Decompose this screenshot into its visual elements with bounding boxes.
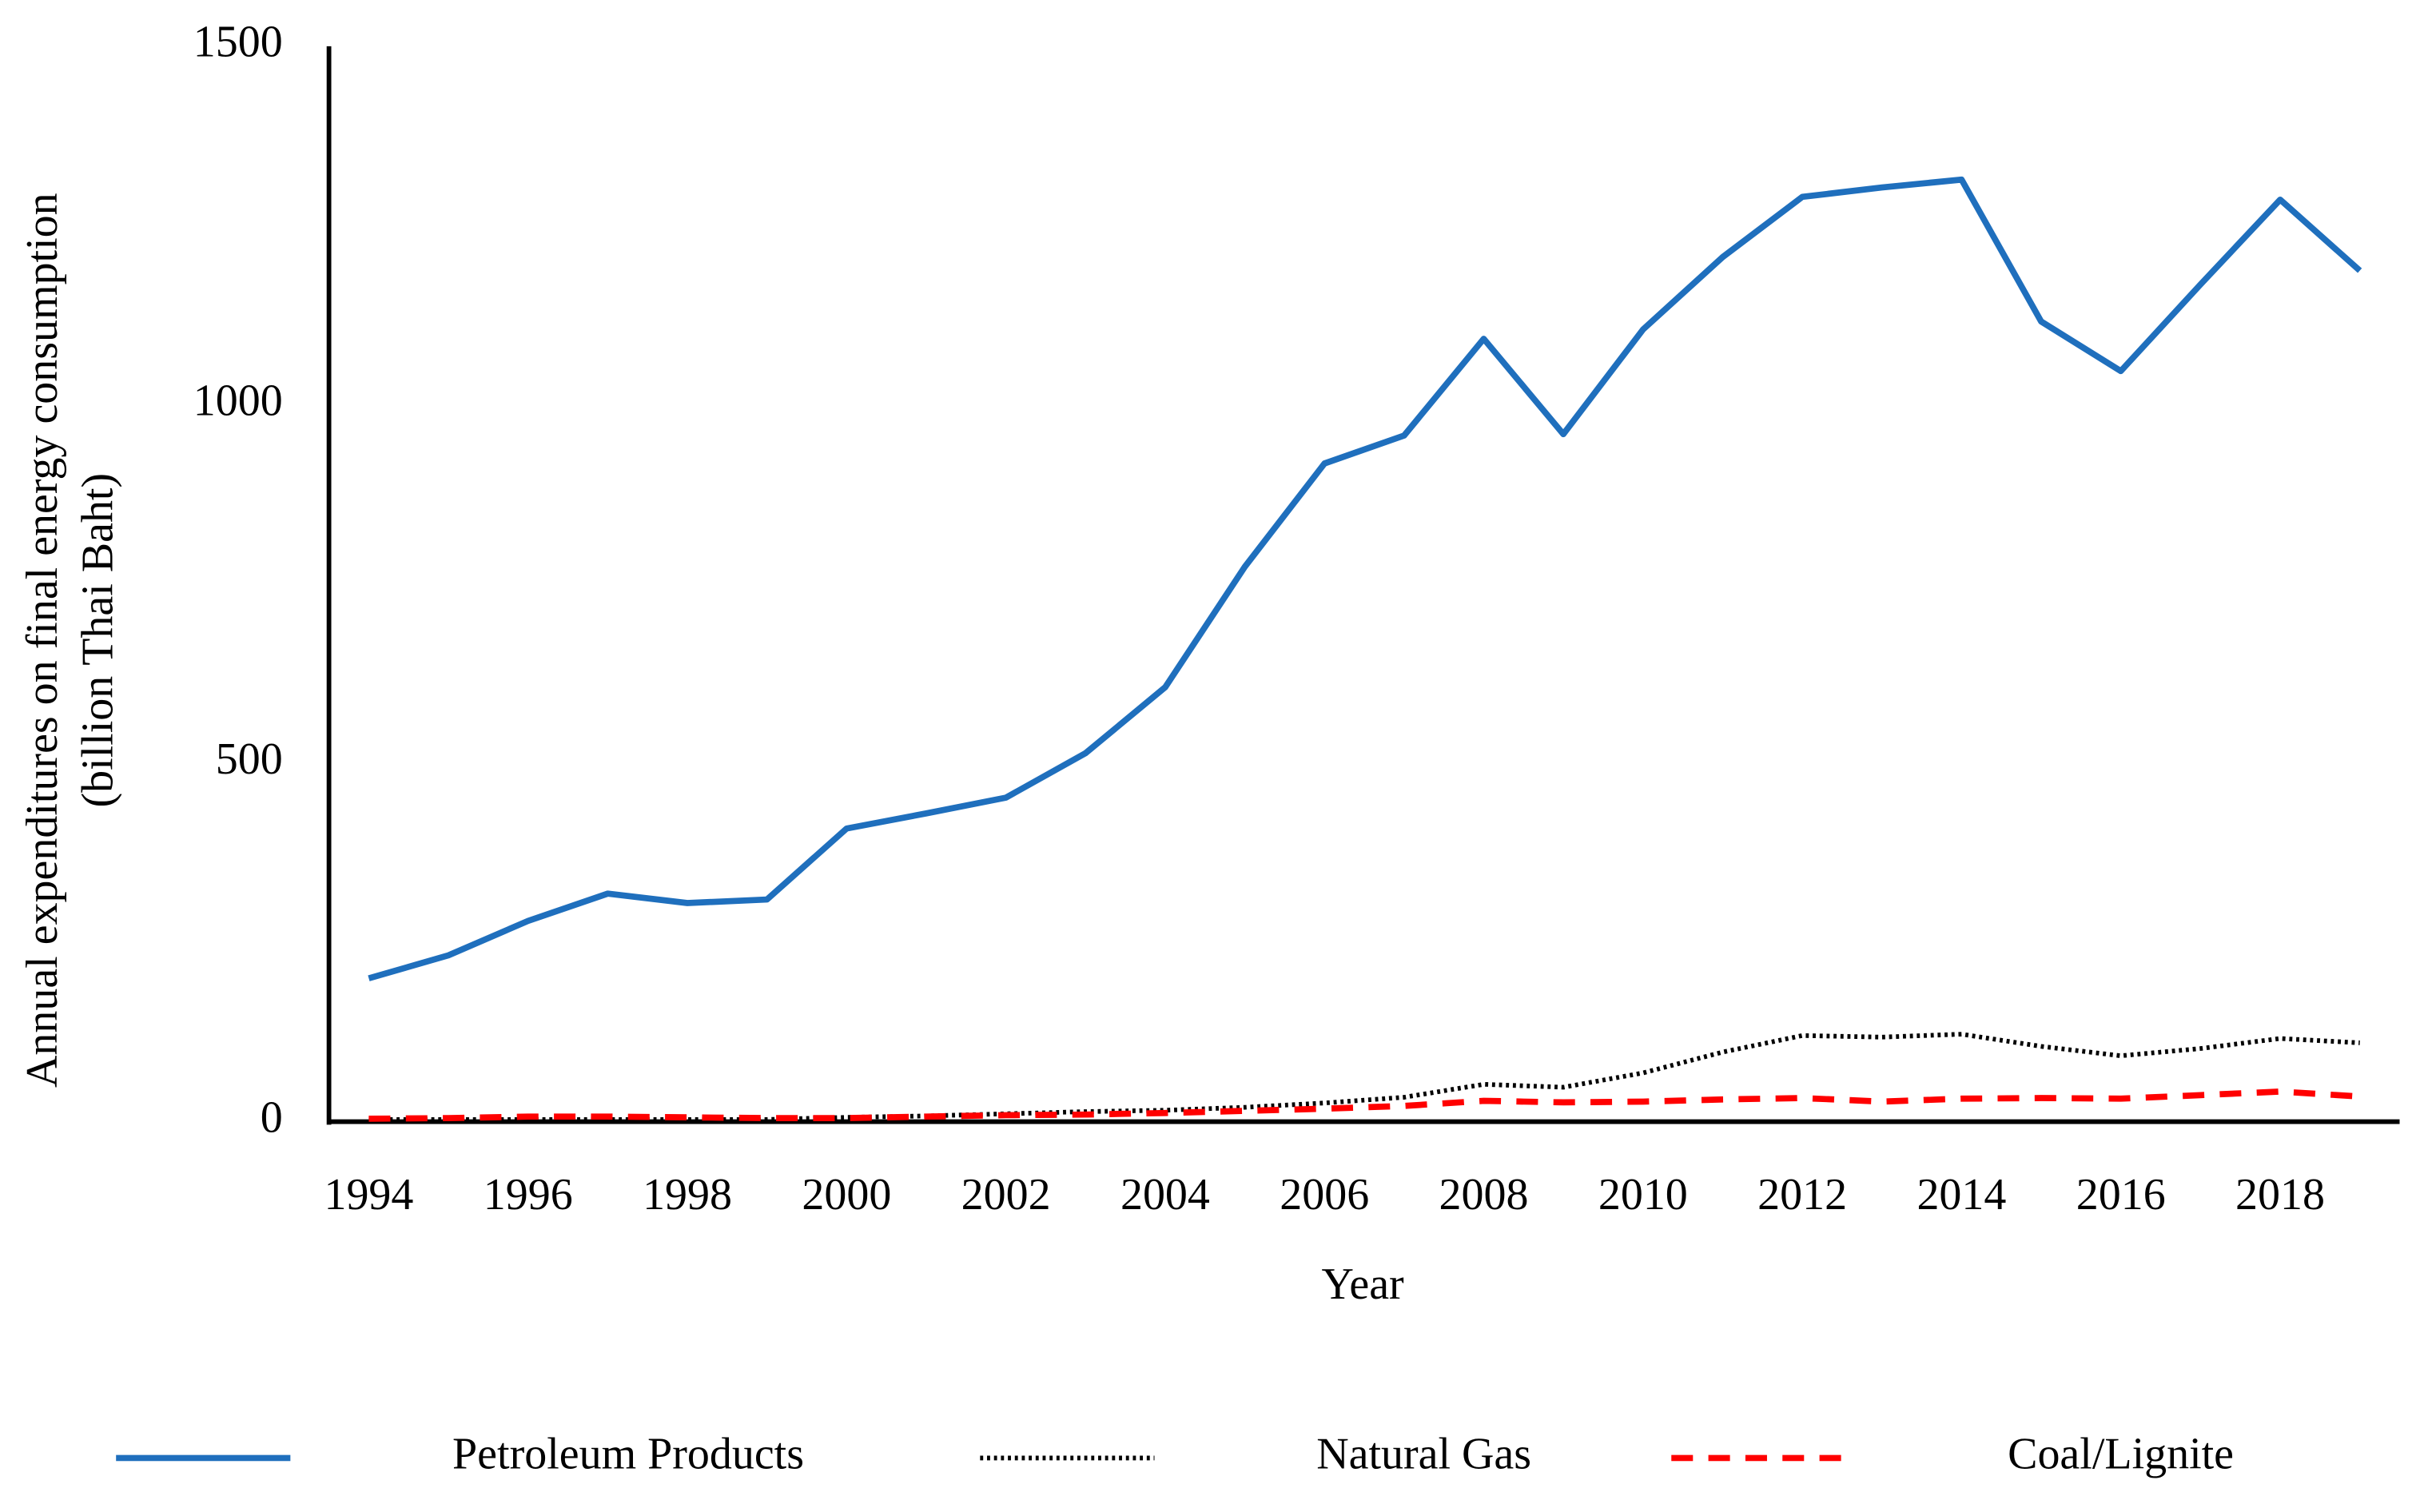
x-axis-title: Year [1322, 1259, 1404, 1309]
y-axis-title-line: (billion Thai Baht) [74, 473, 123, 808]
y-tick-label: 1500 [193, 18, 283, 67]
y-tick-label: 1000 [193, 376, 283, 425]
x-tick-label: 2004 [1120, 1170, 1210, 1220]
legend-label: Coal/Lignite [2008, 1429, 2234, 1478]
x-tick-label: 2000 [802, 1170, 891, 1220]
y-tick-label: 500 [216, 734, 283, 784]
y-tick-label: 0 [261, 1092, 283, 1142]
x-tick-label: 1996 [484, 1170, 573, 1220]
x-tick-label: 2002 [961, 1170, 1051, 1220]
series-line [368, 1032, 2360, 1122]
x-tick-label: 2014 [1916, 1170, 2006, 1220]
legend-label: Natural Gas [1316, 1429, 1531, 1478]
x-tick-label: 2016 [2076, 1170, 2166, 1220]
y-axis-title: Annual expenditures on final energy cons… [18, 193, 123, 1088]
x-tick-label: 2008 [1439, 1170, 1529, 1220]
x-tick-label: 1994 [324, 1170, 413, 1220]
x-tick-label: 2010 [1598, 1170, 1688, 1220]
y-axis-title-line: Annual expenditures on final energy cons… [18, 193, 67, 1088]
legend-label: Petroleum Products [452, 1429, 804, 1478]
series-line [368, 1088, 2360, 1122]
x-tick-label: 2006 [1280, 1170, 1369, 1220]
x-tick-label: 2018 [2235, 1170, 2325, 1220]
x-tick-label: 2012 [1757, 1170, 1847, 1220]
x-tick-label: 1998 [643, 1170, 732, 1220]
series-line [368, 176, 2362, 981]
